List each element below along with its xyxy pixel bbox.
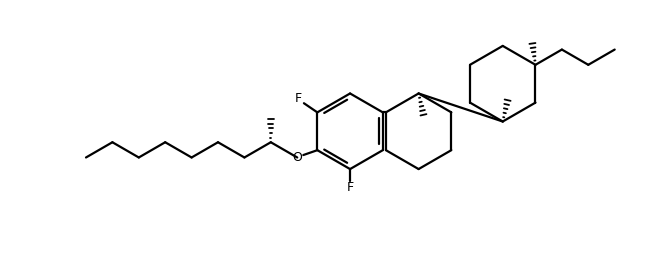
Text: F: F: [294, 92, 302, 105]
Text: F: F: [346, 181, 354, 194]
Text: O: O: [292, 151, 302, 164]
